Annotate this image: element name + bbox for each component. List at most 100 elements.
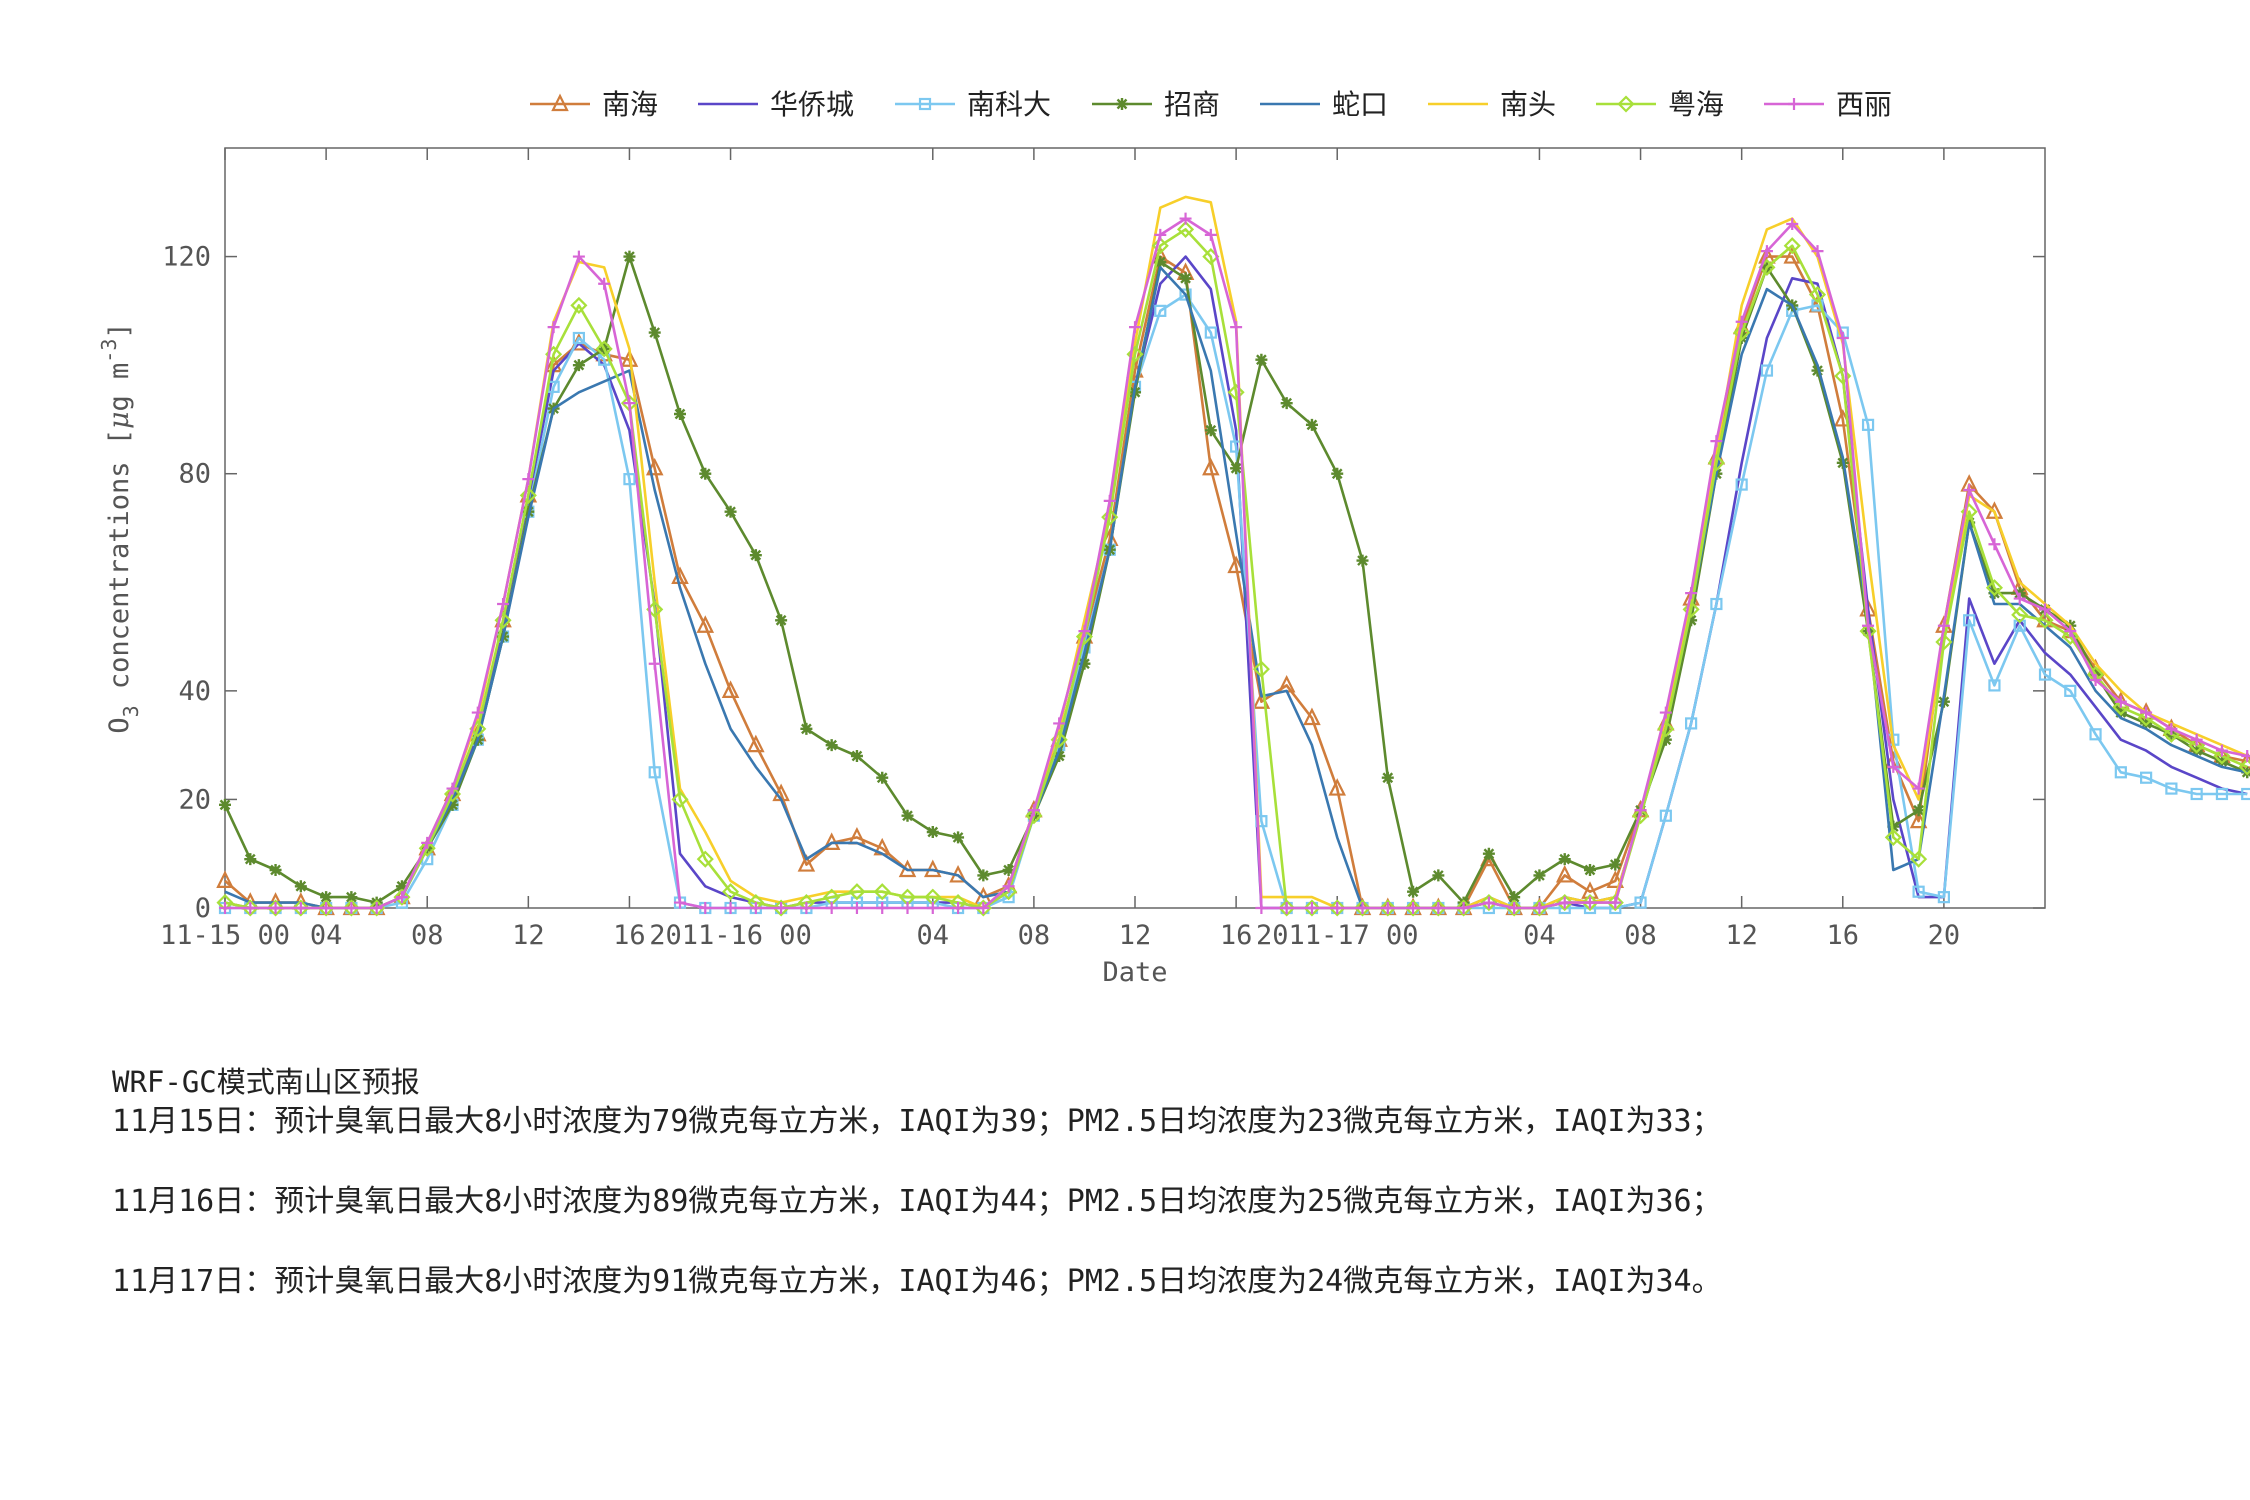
data-point (2038, 668, 2052, 681)
data-point (1505, 899, 1523, 917)
data-point (1328, 778, 1347, 796)
x-tick-label: 16 (613, 920, 646, 951)
data-point (2089, 674, 2102, 686)
data-point (977, 902, 990, 914)
data-point (1533, 869, 1546, 882)
y-tick-label: 20 (178, 784, 211, 815)
data-point (2039, 603, 2051, 616)
data-point (1887, 760, 1900, 773)
data-point (1002, 864, 1015, 876)
notes-line-3: 11月17日：预计臭氧日最大8小时浓度为91微克每立方米，IAQI为46；PM2… (112, 1264, 1722, 1299)
data-point (241, 899, 259, 917)
data-point (547, 321, 560, 334)
notes-heading: WRF-GC模式南山区预报 (112, 1065, 420, 1099)
y-tick-label: 120 (162, 242, 211, 273)
data-point (393, 888, 411, 906)
data-point (1988, 679, 2001, 692)
legend-swatch-marker (1788, 98, 1800, 110)
data-point (269, 864, 282, 876)
data-point (1230, 321, 1243, 334)
data-point (876, 771, 889, 784)
data-point (772, 899, 790, 917)
y-label-text: concentrations [ (104, 429, 135, 705)
data-point (1151, 237, 1169, 255)
legend-label: 西丽 (1836, 88, 1892, 121)
data-point (2114, 706, 2127, 719)
data-point (1861, 418, 1875, 431)
data-point (1154, 304, 1167, 317)
y-label-mu: μ (104, 411, 135, 429)
data-point (1255, 353, 1268, 366)
data-point (219, 798, 231, 811)
series-layer (216, 195, 2250, 917)
data-point (2190, 733, 2203, 746)
legend-label: 南头 (1500, 88, 1556, 121)
data-point (1558, 896, 1571, 909)
data-point (1988, 587, 2001, 600)
data-point (269, 902, 282, 914)
data-point (1631, 807, 1650, 825)
data-point (1985, 579, 2004, 597)
data-point (1078, 657, 1091, 670)
data-point (1179, 288, 1192, 301)
data-point (522, 473, 535, 486)
data-point (497, 598, 510, 610)
data-point (1053, 717, 1066, 730)
data-point (345, 891, 358, 904)
x-tick-label: 08 (1018, 920, 1051, 951)
data-point (1027, 804, 1040, 817)
y-label-bracket: ] (104, 322, 135, 338)
data-point (696, 615, 715, 633)
data-point (674, 896, 686, 909)
data-point (320, 902, 333, 914)
data-point (952, 902, 965, 914)
data-point (620, 349, 639, 367)
x-tick-label: 12 (1119, 920, 1152, 951)
y-tick-label: 80 (178, 459, 211, 490)
series-5 (224, 266, 2248, 910)
data-point (1255, 902, 1268, 914)
data-point (1606, 870, 1625, 888)
series-line (224, 255, 2248, 910)
data-point (421, 836, 434, 849)
data-point (645, 457, 664, 476)
data-point (1912, 782, 1925, 795)
data-point (1331, 467, 1344, 480)
data-point (2114, 766, 2127, 779)
legend-item-8: 西丽 (1764, 88, 1892, 121)
data-point (1078, 625, 1091, 638)
data-point (1508, 891, 1521, 904)
data-point (1356, 554, 1369, 567)
data-point (648, 766, 661, 779)
data-point (1808, 286, 1827, 304)
data-point (2213, 747, 2231, 765)
data-point (2140, 717, 2153, 730)
data-point (219, 902, 231, 914)
data-point (1053, 750, 1066, 762)
data-point (1305, 902, 1318, 914)
data-point (2140, 771, 2153, 784)
series-line (224, 255, 2248, 910)
data-point (721, 883, 740, 901)
legend-item-3: 南科大 (895, 88, 1051, 121)
data-point (850, 750, 863, 762)
y-axis-label: O3 concentrations [μg m-3] (97, 322, 143, 733)
data-point (572, 250, 585, 263)
data-point (1733, 324, 1751, 342)
data-point (1457, 902, 1470, 914)
data-point (1584, 896, 1596, 909)
data-point (674, 408, 686, 420)
data-point (800, 722, 813, 735)
x-tick-label: 12 (1725, 920, 1758, 951)
x-tick-label: 08 (411, 920, 444, 951)
legend-swatch-marker (918, 97, 932, 111)
data-point (1910, 850, 1928, 868)
data-point (1659, 809, 1672, 822)
data-point (1154, 228, 1167, 241)
data-point (2190, 744, 2203, 757)
legend-item-7: 粤海 (1596, 88, 1724, 121)
data-point (797, 854, 816, 872)
data-point (1735, 478, 1748, 491)
x-tick-label: 08 (1624, 920, 1657, 951)
data-point (1912, 885, 1925, 898)
